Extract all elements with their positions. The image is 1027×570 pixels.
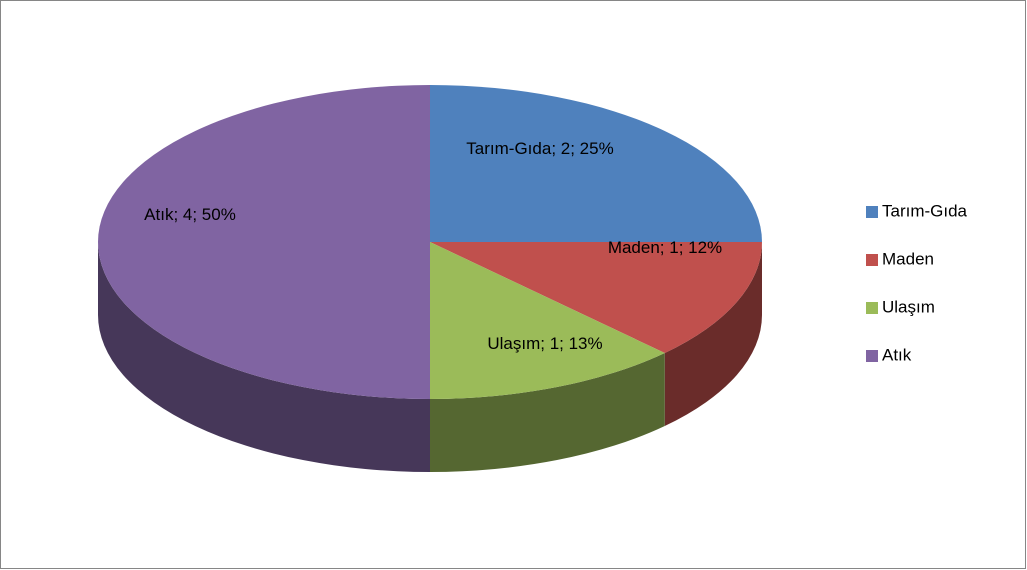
legend-label: Atık [882, 345, 912, 364]
legend-swatch [866, 206, 878, 218]
slice [430, 242, 665, 400]
legend-label: Tarım-Gıda [882, 201, 968, 220]
data-label: Atık; 4; 50% [144, 205, 236, 224]
legend-label: Maden [882, 249, 934, 268]
slice-side [664, 242, 762, 427]
data-label: Maden; 1; 12% [607, 238, 723, 257]
data-label: Ulaşım; 1; 13% [487, 334, 603, 353]
slice-side [98, 242, 430, 472]
legend-swatch [866, 350, 878, 362]
slice [430, 85, 762, 242]
slice [98, 85, 430, 399]
legend-swatch [866, 254, 878, 266]
legend-label: Ulaşım [882, 297, 935, 316]
slice [430, 242, 762, 354]
slice-side [430, 353, 665, 473]
legend-swatch [866, 302, 878, 314]
data-label: Tarım-Gıda; 2; 25% [466, 139, 614, 158]
